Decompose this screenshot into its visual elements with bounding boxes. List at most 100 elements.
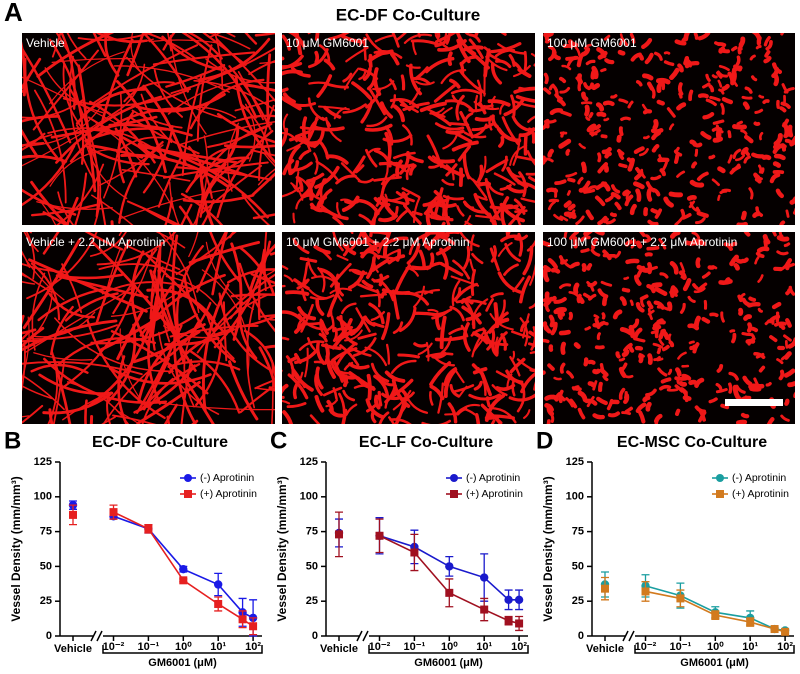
vessel bbox=[674, 153, 680, 164]
vessel bbox=[641, 37, 653, 50]
vessel bbox=[315, 366, 324, 390]
vessel bbox=[36, 33, 115, 78]
vessel bbox=[380, 173, 396, 198]
vessel bbox=[292, 212, 296, 224]
vessel bbox=[282, 95, 302, 111]
y-axis-title: Vessel Density (mm/mm³) bbox=[275, 476, 289, 621]
vessel bbox=[282, 310, 304, 322]
vessel bbox=[647, 353, 653, 365]
vessel bbox=[675, 408, 681, 416]
vessel bbox=[22, 142, 45, 147]
vessel bbox=[718, 88, 725, 95]
vessel bbox=[468, 106, 487, 113]
vessel bbox=[510, 94, 516, 117]
vessel bbox=[425, 201, 434, 225]
vessel bbox=[414, 66, 429, 81]
vessel bbox=[784, 340, 789, 349]
vessel bbox=[573, 342, 581, 349]
vessel bbox=[459, 232, 480, 248]
vessel bbox=[395, 248, 402, 262]
vessel bbox=[126, 33, 145, 77]
vessel bbox=[438, 106, 453, 119]
vessel bbox=[461, 298, 474, 305]
vessel bbox=[285, 290, 310, 296]
vessel bbox=[282, 92, 296, 104]
vessel bbox=[370, 258, 390, 272]
vessel bbox=[525, 172, 535, 176]
vessel bbox=[401, 187, 420, 199]
vessel bbox=[243, 329, 275, 385]
vessel bbox=[323, 58, 336, 71]
marker bbox=[641, 587, 650, 596]
vessel bbox=[57, 191, 75, 225]
vessel bbox=[201, 269, 250, 374]
vessel bbox=[634, 274, 642, 286]
vessel bbox=[591, 82, 601, 91]
vessel bbox=[196, 293, 269, 354]
vessel bbox=[598, 381, 603, 393]
vessel bbox=[390, 94, 397, 109]
vessel bbox=[677, 82, 684, 96]
vessel bbox=[583, 232, 593, 237]
vessel bbox=[474, 116, 493, 122]
vessel bbox=[84, 232, 124, 251]
vessel bbox=[528, 127, 535, 132]
marker bbox=[214, 599, 223, 608]
vessel bbox=[642, 266, 653, 273]
vessel bbox=[69, 55, 94, 179]
vessel bbox=[34, 89, 67, 204]
vessel bbox=[495, 331, 508, 355]
vessel bbox=[543, 321, 549, 330]
vessel bbox=[332, 326, 354, 333]
vessel bbox=[390, 359, 417, 374]
vessel bbox=[475, 214, 503, 221]
vessel bbox=[580, 248, 590, 253]
vessel bbox=[681, 213, 692, 220]
chart: C EC-LF Co-Culture Vessel Density (mm/mm³)… bbox=[270, 427, 529, 669]
vessel bbox=[744, 148, 750, 157]
vessel bbox=[398, 306, 417, 333]
vessel bbox=[315, 178, 326, 197]
vessel bbox=[696, 211, 709, 218]
x-tick-label: 10⁻¹ bbox=[670, 641, 692, 653]
vessel bbox=[523, 50, 528, 73]
vessel bbox=[480, 403, 503, 424]
vessel bbox=[776, 358, 784, 365]
legend-marker bbox=[450, 474, 458, 482]
vessel bbox=[588, 111, 594, 119]
vessel bbox=[522, 245, 534, 276]
vessel bbox=[389, 78, 397, 91]
vessel bbox=[234, 75, 275, 165]
vessel bbox=[436, 33, 441, 38]
vessel bbox=[340, 302, 357, 315]
vessel bbox=[487, 99, 511, 107]
vessel bbox=[716, 71, 723, 79]
vessel bbox=[449, 305, 465, 322]
vessel bbox=[617, 49, 626, 56]
vessel bbox=[158, 331, 220, 415]
vessel bbox=[697, 282, 708, 292]
vessel bbox=[553, 376, 562, 381]
vessel bbox=[789, 196, 795, 205]
vessel bbox=[506, 185, 525, 194]
x-tick-label: 10² bbox=[511, 641, 527, 653]
vessel bbox=[92, 33, 107, 57]
vessel bbox=[443, 366, 457, 387]
vessel bbox=[763, 239, 768, 248]
vessel bbox=[583, 43, 592, 50]
vessel bbox=[365, 33, 383, 53]
vessel bbox=[645, 388, 657, 397]
vessel bbox=[695, 206, 701, 213]
vessel bbox=[474, 94, 479, 113]
vessel bbox=[229, 114, 275, 124]
x-tick-label: 10⁻¹ bbox=[138, 641, 160, 653]
vessel bbox=[583, 188, 596, 194]
vessel bbox=[505, 232, 510, 238]
vessel bbox=[89, 232, 127, 257]
vessel bbox=[102, 369, 151, 424]
vessel bbox=[314, 373, 323, 396]
vessel bbox=[785, 262, 795, 269]
vessel bbox=[372, 80, 395, 91]
vessel bbox=[380, 379, 395, 387]
vessel bbox=[441, 221, 446, 225]
